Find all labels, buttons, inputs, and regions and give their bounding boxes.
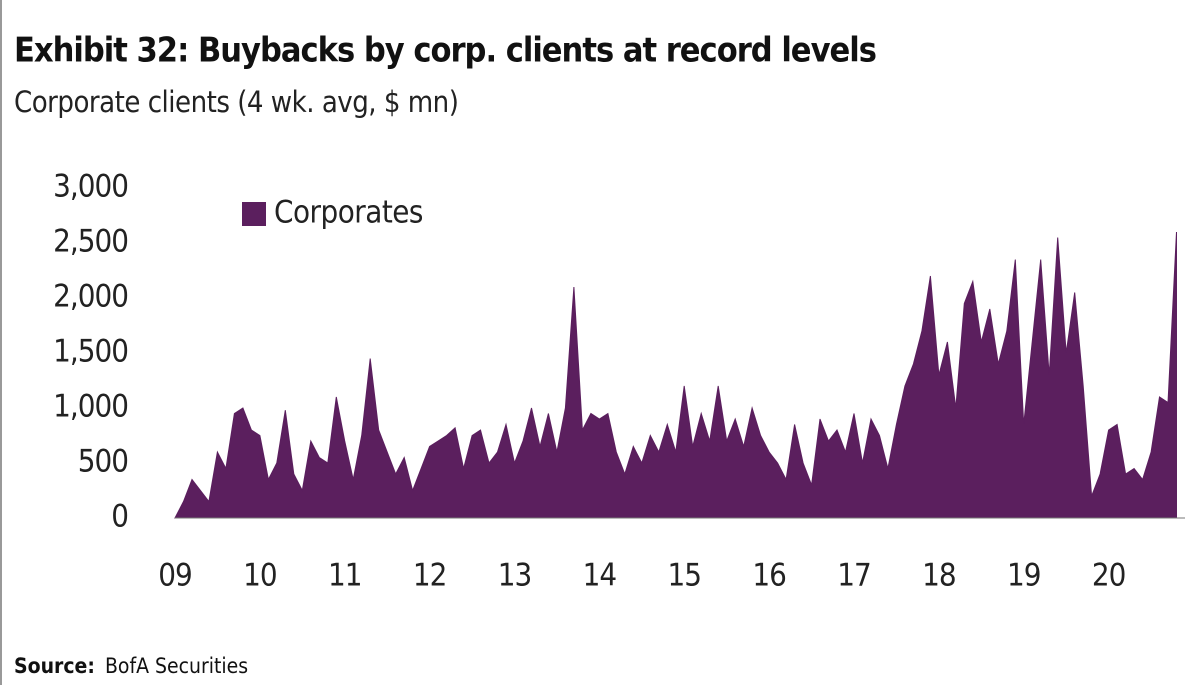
- source-label-text: Source:: [14, 654, 95, 678]
- legend-label: Corporates: [274, 195, 423, 231]
- source-label: Source: BofA Securities: [14, 654, 248, 678]
- y-tick-label: 1,000: [53, 389, 128, 425]
- area: [174, 231, 1177, 519]
- x-tick-label: 10: [243, 558, 276, 594]
- x-tick-label: 11: [328, 558, 361, 594]
- x-tick-label: 18: [922, 558, 955, 594]
- y-tick-label: 2,000: [53, 279, 128, 315]
- y-tick-label: 500: [78, 444, 128, 480]
- y-tick-label: 3,000: [53, 169, 128, 205]
- chart-title: Exhibit 32: Buybacks by corp. clients at…: [14, 31, 876, 71]
- legend-swatch: [242, 202, 266, 226]
- x-tick-label: 17: [837, 558, 870, 594]
- x-tick-label: 14: [583, 558, 617, 594]
- chart-subtitle: Corporate clients (4 wk. avg, $ mn): [14, 85, 458, 119]
- x-tick-label: 19: [1007, 558, 1040, 594]
- y-tick-label: 1,500: [53, 334, 128, 370]
- x-tick-label: 15: [668, 558, 701, 594]
- y-tick-label: 0: [111, 499, 128, 535]
- x-tick-label: 09: [158, 558, 191, 594]
- x-tick-label: 13: [498, 558, 531, 594]
- x-tick-label: 16: [752, 558, 785, 594]
- x-tick-label: 20: [1092, 558, 1125, 594]
- x-tick-label: 12: [413, 558, 446, 594]
- y-tick-label: 2,500: [53, 224, 128, 260]
- source-text: BofA Securities: [105, 654, 248, 678]
